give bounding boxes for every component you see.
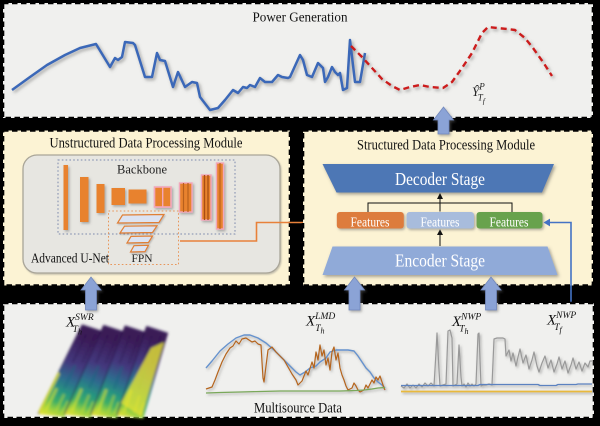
svg-text:Decoder Stage: Decoder Stage: [395, 169, 485, 189]
svg-text:Multisource Data: Multisource Data: [254, 400, 342, 416]
svg-text:FPN: FPN: [132, 253, 154, 265]
svg-text:Features: Features: [351, 216, 390, 231]
svg-text:Power Generation: Power Generation: [253, 10, 348, 25]
svg-text:Unstructured Data Processing M: Unstructured Data Processing Module: [50, 136, 243, 152]
svg-text:Encoder Stage: Encoder Stage: [395, 251, 485, 271]
svg-text:Backbone: Backbone: [117, 161, 167, 176]
svg-text:Structured Data Processing Mod: Structured Data Processing Module: [357, 138, 535, 154]
svg-text:Advanced U-Net: Advanced U-Net: [31, 252, 109, 267]
svg-text:Features: Features: [490, 216, 529, 231]
svg-text:Features: Features: [421, 216, 460, 231]
